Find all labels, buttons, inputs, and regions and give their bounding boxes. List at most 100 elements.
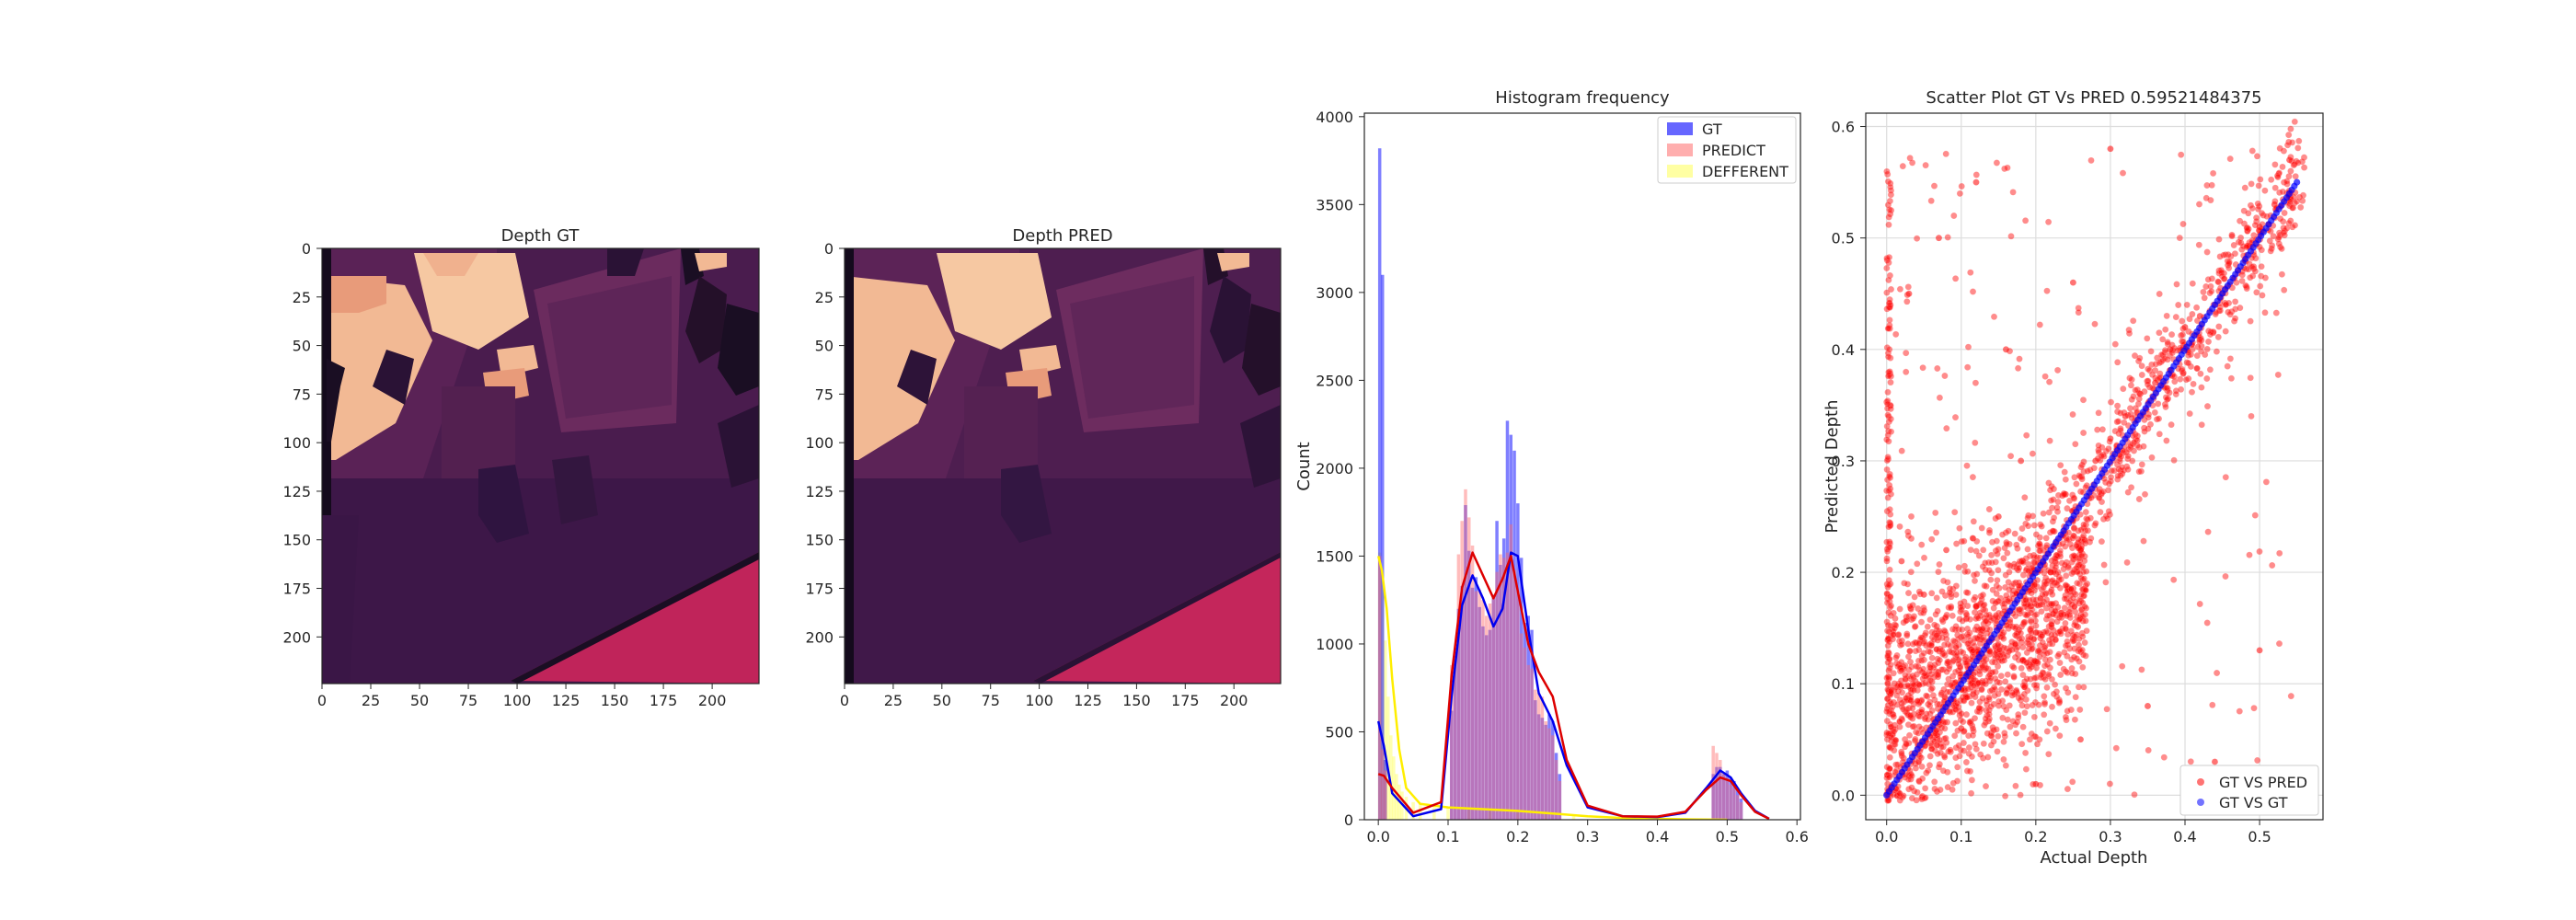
histogram-bar-gt — [1499, 564, 1502, 820]
histogram-bar-gt — [1456, 608, 1461, 820]
histogram-bar-predict — [1551, 735, 1555, 820]
scatter-cloud — [1883, 118, 2308, 804]
scatter-legend-marker — [2197, 799, 2204, 806]
depth-gt-xtick-label: 150 — [601, 692, 629, 709]
scatter-xtick-label: 0.4 — [2173, 828, 2196, 845]
scatter-point — [2122, 413, 2129, 420]
scatter-point — [1936, 235, 1942, 242]
histogram-bar-predict — [1516, 591, 1520, 820]
scatter-point — [2167, 346, 2174, 353]
depth-gt-image — [322, 248, 759, 684]
scatter-point — [1905, 290, 1913, 297]
histogram-bar-gt — [1715, 766, 1719, 820]
histogram-bar-predict — [1495, 571, 1499, 820]
histogram-bar-predict — [1456, 554, 1461, 820]
histogram-ytick-label: 1500 — [1316, 547, 1353, 565]
histogram-bar-predict — [1478, 589, 1481, 820]
histogram-bar-predict — [1536, 693, 1541, 820]
histogram-bar-gt — [1453, 661, 1457, 820]
depth-gt-ytick-label: 0 — [302, 240, 311, 258]
histogram-legend-label: PREDICT — [1702, 142, 1765, 159]
histogram-bar-predict — [1467, 517, 1471, 820]
depth-pred-yticks: 0 25 50 75 100 125 150 175 200 — [805, 240, 845, 646]
scatter-point — [1920, 591, 1927, 598]
depth-pred-ytick-label: 125 — [805, 483, 834, 500]
histogram-bar-predict — [1505, 552, 1510, 820]
histogram-bar-defferent — [1432, 805, 1436, 820]
scatter-point — [2212, 758, 2218, 765]
histogram-panel: Histogram frequency 0.0 0.1 0.2 0.3 0.4 0.5 0.… — [1294, 88, 1809, 845]
scatter-point — [1972, 178, 1980, 186]
histogram-bar-predict — [1474, 591, 1478, 820]
depth-pred-panel: Depth PRED 0 25 50 75 100 125 150 175 200 0 25 — [805, 226, 1282, 709]
depth-gt-xtick-label: 200 — [698, 692, 727, 709]
histogram-bar-gt — [1719, 766, 1722, 820]
scatter-point — [2047, 569, 2054, 576]
histogram-bar-gt — [1530, 629, 1534, 820]
histogram-bar-gt — [1739, 799, 1743, 820]
depth-pred-xtick-label: 175 — [1171, 692, 1200, 709]
depth-pred-xtick-label: 75 — [982, 692, 1000, 709]
depth-pred-xtick-label: 125 — [1074, 692, 1102, 709]
depth-gt-xtick-label: 175 — [650, 692, 678, 709]
depth-pred-xtick-label: 200 — [1220, 692, 1248, 709]
depth-gt-xtick-label: 25 — [362, 692, 380, 709]
histogram-bar-predict — [1488, 604, 1492, 820]
histogram-bar-gt — [1540, 718, 1545, 820]
depth-pred-ytick-label: 175 — [805, 581, 834, 598]
scatter-gt-point — [2294, 178, 2301, 186]
histogram-bar-gt — [1711, 774, 1715, 820]
scatter-xlabel: Actual Depth — [2041, 848, 2148, 868]
scatter-ytick-label: 0.1 — [1832, 675, 1855, 693]
scatter-gt-line — [1883, 178, 2301, 799]
histogram-bar-gt — [1554, 753, 1558, 820]
depth-pred-xtick-label: 50 — [933, 692, 951, 709]
histogram-bar-defferent — [1389, 735, 1393, 820]
histogram-xtick-label: 0.0 — [1366, 828, 1389, 845]
histogram-xtick-label: 0.3 — [1576, 828, 1599, 845]
scatter-ytick-label: 0.0 — [1832, 787, 1855, 804]
histogram-bar-predict — [1380, 749, 1385, 820]
histogram-ytick-label: 2500 — [1316, 372, 1353, 389]
histogram-bar-gt — [1516, 503, 1520, 820]
scatter-ytick-label: 0.2 — [1832, 564, 1855, 581]
histogram-bars — [1377, 148, 1743, 820]
scatter-point — [1995, 513, 2002, 520]
histogram-bar-predict — [1464, 489, 1467, 820]
depth-pred-ytick-label: 75 — [815, 385, 834, 403]
histogram-bar-predict — [1725, 777, 1730, 820]
histogram-bar-predict — [1450, 664, 1454, 820]
depth-gt-panel: Depth GT — [282, 226, 760, 709]
histogram-bar-gt — [1519, 558, 1524, 820]
depth-gt-ytick-label: 200 — [282, 628, 311, 646]
histogram-bar-predict — [1544, 721, 1547, 820]
depth-pred-ytick-label: 25 — [815, 289, 834, 306]
scatter-ytick-label: 0.4 — [1832, 341, 1855, 359]
histogram-bar-gt — [1460, 585, 1464, 820]
histogram-bar-gt — [1534, 700, 1537, 820]
histogram-ytick-label: 2000 — [1316, 460, 1353, 477]
histogram-bar-gt — [1558, 774, 1562, 820]
histogram-bar-gt — [1467, 550, 1471, 820]
depth-pred-ytick-label: 150 — [805, 532, 834, 549]
histogram-legend-swatch-predict — [1667, 144, 1693, 156]
depth-gt-xtick-label: 50 — [410, 692, 429, 709]
scatter-yticks: 0.0 0.1 0.2 0.3 0.4 0.5 0.6 — [1832, 119, 1866, 804]
histogram-bar-predict — [1526, 664, 1530, 820]
depth-pred-xtick-label: 25 — [884, 692, 903, 709]
scatter-ytick-label: 0.5 — [1832, 230, 1855, 247]
histogram-bar-predict — [1470, 545, 1475, 820]
histogram-bar-predict — [1554, 760, 1558, 820]
depth-gt-yticks: 0 25 50 75 100 125 150 175 200 — [282, 240, 322, 646]
histogram-xtick-label: 0.2 — [1506, 828, 1529, 845]
scatter-point — [1972, 603, 1980, 609]
histogram-bar-predict — [1501, 558, 1506, 820]
histogram-xtick-label: 0.1 — [1436, 828, 1459, 845]
scatter-xtick-label: 0.0 — [1875, 828, 1898, 845]
histogram-bar-predict — [1377, 556, 1382, 820]
depth-gt-ytick-label: 50 — [293, 338, 311, 355]
histogram-bar-gt — [1721, 774, 1726, 820]
histogram-ytick-label: 3000 — [1316, 284, 1353, 302]
depth-pred-xtick-label: 100 — [1025, 692, 1053, 709]
